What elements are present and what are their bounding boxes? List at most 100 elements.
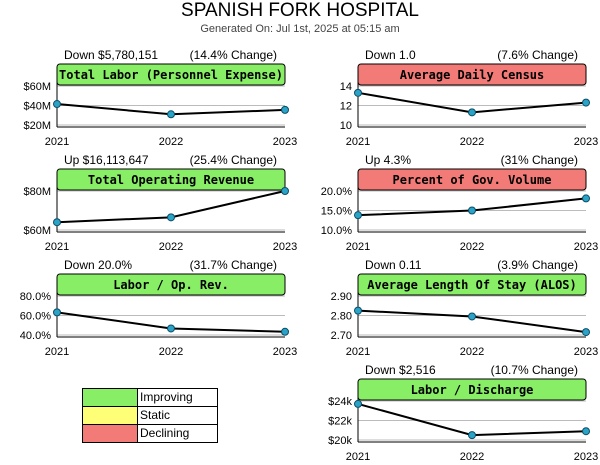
chart-title: Average Length Of Stay (ALOS)	[367, 278, 577, 292]
change-amount: Down 1.0	[365, 48, 416, 62]
legend-swatch-declining	[83, 425, 138, 442]
change-amount: Down $2,516	[365, 363, 436, 377]
chart-title: Total Operating Revenue	[88, 173, 254, 187]
y-tick-label: 80.0%	[20, 291, 51, 303]
chart-title-box	[357, 63, 587, 86]
x-tick-label: 2021	[346, 451, 370, 463]
change-amount: Up $16,113,647	[64, 153, 149, 167]
series-line	[357, 402, 587, 437]
chart-svg: Up 4.3% (31% Change) 10.0% 15.0% 20.0% 2021 20…	[321, 153, 598, 253]
data-point	[582, 427, 590, 436]
y-tick-label: 20.0%	[321, 186, 352, 198]
change-percent: (14.4% Change)	[190, 48, 277, 62]
y-tick-label: 10	[340, 120, 352, 132]
chart-title: Labor / Op. Rev.	[113, 278, 229, 292]
chart-svg: Down 1.0 (7.6% Change) 10 12 14 2021 2022 2023 A…	[340, 48, 598, 148]
y-tick-label: 2.70	[331, 330, 352, 342]
data-point	[582, 194, 590, 203]
data-point	[167, 213, 175, 222]
change-percent: (31.7% Change)	[190, 258, 277, 272]
chart-svg: Up $16,113,647 (25.4% Change) $60M $80M 2021…	[23, 153, 297, 253]
y-tick-label: $22k	[328, 416, 352, 428]
x-tick-label: 2021	[346, 346, 370, 358]
data-point	[53, 308, 61, 317]
data-point	[468, 206, 476, 215]
chart-svg: Down 20.0% (31.7% Change) 40.0% 60.0% 80.0% 2…	[20, 258, 297, 358]
panel-alos: Down 0.11 (3.9% Change) 2.70 2.80 2.90 2021 20…	[331, 257, 600, 360]
x-tick-label: 2023	[273, 136, 297, 148]
panel-labor-discharge: Down $2,516 (10.7% Change) $20k $22k $24k 202…	[328, 362, 600, 465]
change-amount: Down 20.0%	[64, 258, 132, 272]
x-tick-label: 2022	[460, 451, 484, 463]
x-tick-label: 2023	[574, 136, 598, 148]
x-tick-label: 2023	[273, 241, 297, 253]
data-point	[53, 218, 61, 227]
x-tick-label: 2023	[574, 241, 598, 253]
y-tick-label: $20k	[328, 435, 352, 447]
x-tick-label: 2022	[460, 136, 484, 148]
chart-title: Average Daily Census	[400, 68, 545, 82]
data-point	[468, 108, 476, 117]
generated-timestamp: Generated On: Jul 1st, 2025 at 05:15 am	[200, 23, 400, 35]
y-tick-label: 60.0%	[20, 311, 51, 323]
legend-swatch-static	[83, 407, 138, 424]
change-percent: (31% Change)	[501, 153, 578, 167]
y-tick-label: $80M	[23, 186, 51, 198]
data-point	[354, 306, 362, 315]
chart-title: Percent of Gov. Volume	[393, 173, 552, 187]
x-tick-label: 2023	[273, 346, 297, 358]
x-tick-label: 2022	[460, 346, 484, 358]
legend-swatch-improving	[83, 389, 138, 406]
data-point	[354, 211, 362, 220]
data-point	[281, 187, 289, 195]
x-tick-label: 2023	[574, 346, 598, 358]
panel-labor-op-rev: Down 20.0% (31.7% Change) 40.0% 60.0% 80.0% 2…	[20, 257, 305, 360]
y-tick-label: 15.0%	[321, 206, 352, 218]
legend-item-declining: Declining	[83, 425, 217, 442]
data-point	[167, 110, 175, 119]
change-percent: (25.4% Change)	[190, 153, 277, 167]
change-amount: Down $5,780,151	[64, 48, 158, 62]
data-point	[582, 328, 590, 337]
y-tick-label: $60M	[23, 81, 51, 93]
y-tick-label: 2.80	[331, 311, 352, 323]
chart-svg: Down 0.11 (3.9% Change) 2.70 2.80 2.90 2021 20…	[331, 258, 599, 358]
data-point	[468, 312, 476, 321]
y-tick-label: $24k	[328, 396, 352, 408]
x-tick-label: 2021	[346, 136, 370, 148]
chart-title-box	[357, 168, 587, 191]
page-title: SPANISH FORK HOSPITAL	[181, 0, 419, 21]
panel-average-daily-census: Down 1.0 (7.6% Change) 10 12 14 2021 2022 2023 A…	[340, 47, 600, 150]
x-tick-label: 2022	[159, 241, 183, 253]
data-point	[582, 98, 590, 107]
chart-title-box	[56, 273, 286, 296]
x-tick-label: 2021	[45, 136, 69, 148]
change-amount: Down 0.11	[365, 258, 422, 272]
x-tick-label: 2021	[346, 241, 370, 253]
y-tick-label: 2.90	[331, 291, 352, 303]
data-point	[281, 327, 289, 336]
data-point	[354, 399, 362, 408]
y-tick-label: 40.0%	[20, 330, 51, 342]
y-tick-label: 10.0%	[321, 225, 352, 237]
legend-item-improving: Improving	[83, 389, 217, 407]
chart-svg: Down $5,780,151 (14.4% Change) $20M $40M $60…	[23, 48, 297, 148]
change-percent: (10.7% Change)	[491, 363, 578, 377]
data-point	[281, 105, 289, 114]
y-tick-label: $60M	[23, 225, 51, 237]
x-tick-label: 2022	[159, 346, 183, 358]
legend: Improving Static Declining	[82, 388, 218, 443]
y-tick-label: $20M	[23, 120, 51, 132]
chart-title-box	[357, 273, 587, 296]
legend-label: Improving	[140, 390, 193, 404]
legend-label: Declining	[140, 426, 190, 440]
chart-title-box	[357, 378, 587, 401]
x-tick-label: 2021	[45, 241, 69, 253]
chart-title: Total Labor (Personnel Expense)	[59, 68, 283, 82]
y-tick-label: 14	[340, 81, 352, 93]
y-tick-label: 12	[340, 101, 352, 113]
x-tick-label: 2022	[159, 136, 183, 148]
data-point	[53, 100, 61, 109]
change-amount: Up 4.3%	[365, 153, 411, 167]
